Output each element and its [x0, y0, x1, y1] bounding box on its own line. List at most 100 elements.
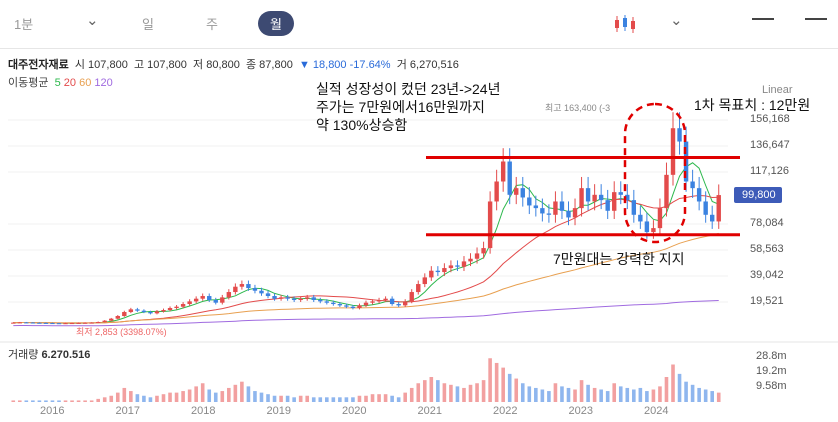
volume-bar	[213, 392, 218, 402]
candle-body	[527, 197, 532, 206]
price-info-line: 대주전자재료 시 107,800 고 107,800 저 80,800 종 87…	[8, 56, 459, 72]
tab-month[interactable]: 월	[258, 11, 294, 36]
volume-bar	[573, 389, 577, 402]
candle-body	[402, 301, 408, 306]
volume-tick: 28.8m	[756, 350, 787, 362]
candle-body	[396, 304, 401, 306]
candle-body	[487, 201, 493, 249]
candle-body	[572, 208, 578, 218]
volume-bar	[599, 389, 603, 402]
candle-body	[272, 296, 277, 299]
volume-bar	[161, 394, 166, 402]
menu-icon[interactable]	[805, 18, 827, 20]
candle-body	[76, 322, 81, 324]
volume-bar	[429, 377, 434, 402]
volume-bar	[475, 383, 479, 402]
candle-body	[239, 284, 245, 287]
candle-body	[311, 297, 316, 301]
candle-body	[318, 300, 323, 302]
volume-bar	[592, 387, 597, 402]
volume-bar	[115, 392, 120, 402]
volume-bar	[187, 389, 192, 402]
volume-section-value: 6.270.516	[41, 349, 91, 361]
candle-body	[180, 304, 186, 307]
year-label: 2018	[191, 405, 216, 417]
candle-body	[553, 201, 558, 215]
candle-body	[677, 128, 682, 142]
toolbar: 1분 ⌄ 일 주 월 ⌄	[0, 0, 838, 49]
candle-body	[278, 297, 284, 299]
candle-body	[644, 221, 650, 233]
annotation-main: 실적 성장성이 컸던 23년->24년 주가는 7만원에서16만원까지 약 13…	[316, 80, 500, 134]
close-label: 종	[245, 59, 257, 71]
volume-bar	[142, 395, 146, 402]
volume-bar	[612, 383, 617, 402]
scale-mode-label[interactable]: Linear	[762, 84, 793, 96]
volume-bar	[357, 395, 362, 402]
volume-bar	[488, 358, 492, 402]
tab-week[interactable]: 주	[206, 17, 218, 32]
price-tick: 136,647	[750, 139, 790, 151]
annotation-main-line3: 약 130%상승함	[316, 117, 408, 133]
volume-bar	[233, 384, 238, 402]
candle-body	[435, 270, 441, 273]
volume-bar	[37, 400, 42, 402]
candle-body	[474, 253, 480, 259]
year-label: 2024	[644, 405, 669, 417]
candle-body	[461, 261, 467, 267]
candle-body	[331, 302, 336, 305]
volume-bar	[566, 387, 571, 402]
volume-bar	[390, 395, 394, 402]
chart-type-chevron-icon[interactable]: ⌄	[670, 12, 683, 29]
candle-body	[95, 322, 101, 324]
candle-body	[690, 181, 695, 189]
volume-tick: 19.2m	[756, 365, 787, 377]
volume-bar	[645, 391, 649, 402]
candle-body	[455, 265, 460, 267]
candle-body	[409, 292, 414, 302]
year-label: 2021	[417, 405, 442, 417]
tab-1min[interactable]: 1분	[14, 17, 34, 32]
price-tick: 78,084	[750, 217, 784, 229]
volume-bar	[553, 383, 558, 402]
volume-bar	[253, 391, 257, 402]
candle-body	[416, 284, 421, 293]
volume-bar	[344, 397, 349, 402]
moving-average-legend[interactable]: 이동평균 5 20 60 120	[8, 74, 113, 90]
volume-bar	[338, 397, 342, 402]
volume-bar	[240, 381, 244, 402]
volume-bar	[17, 400, 22, 402]
chevron-down-icon[interactable]: ⌄	[86, 12, 99, 29]
volume-bar	[422, 380, 427, 402]
candle-body	[50, 323, 55, 325]
candle-body	[670, 128, 676, 175]
candle-body	[618, 192, 623, 195]
candle-body	[716, 195, 721, 222]
candle-body	[135, 309, 140, 311]
high-value: 107,800	[147, 59, 187, 71]
ma-label: 이동평균	[8, 77, 49, 89]
candle-body	[43, 322, 49, 324]
candle-body	[703, 201, 708, 215]
candlestick-icon[interactable]	[612, 14, 642, 34]
candle-body	[566, 210, 571, 218]
candle-body	[187, 301, 192, 305]
high-note: 최고 163,400 (-3	[545, 103, 611, 113]
candle-body	[598, 194, 604, 201]
ma20-label: 20	[63, 77, 77, 89]
low-label: 저	[193, 59, 204, 71]
candle-body	[265, 293, 271, 297]
candle-body	[448, 265, 454, 269]
volume-bar	[677, 373, 682, 402]
candle-body	[696, 188, 702, 202]
tab-day[interactable]: 일	[142, 17, 154, 32]
candle-body	[141, 310, 147, 313]
price-tick: 156,168	[750, 113, 790, 125]
volume-bar	[436, 380, 440, 402]
volume-bar	[57, 400, 61, 402]
minimize-icon[interactable]	[752, 18, 774, 20]
volume-bar	[481, 380, 486, 402]
candle-body	[69, 323, 75, 325]
volume-bar	[560, 386, 564, 402]
